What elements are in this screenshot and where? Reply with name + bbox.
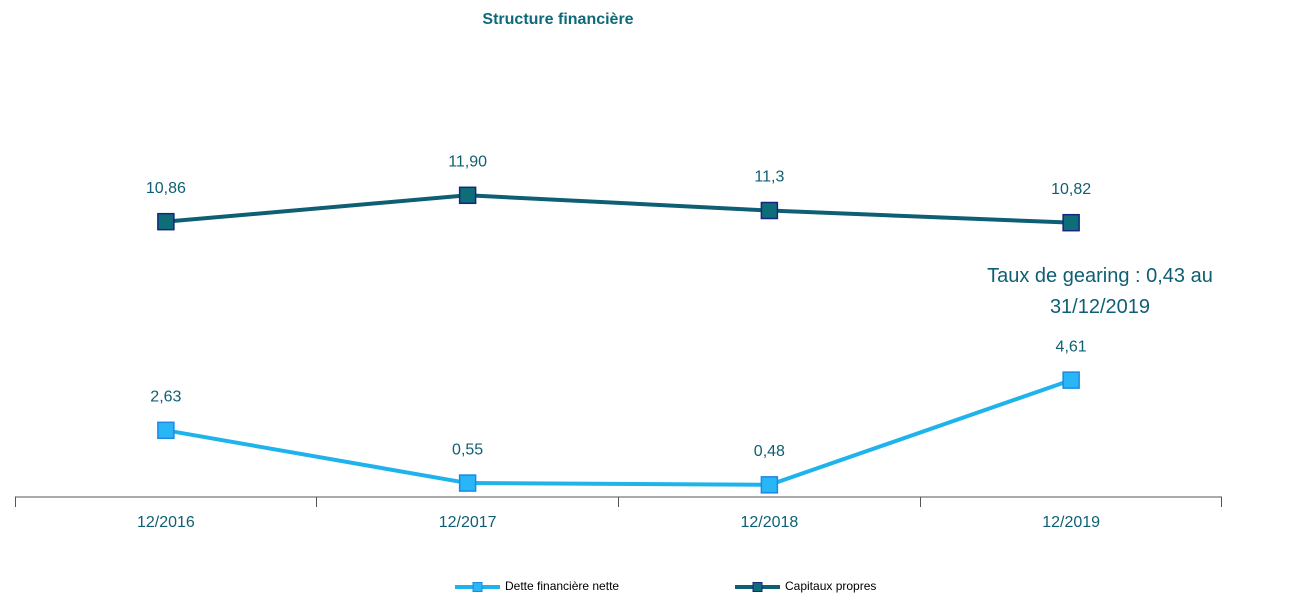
marker xyxy=(760,476,779,494)
marker xyxy=(458,474,477,492)
data-label: 0,48 xyxy=(754,443,785,460)
series-line xyxy=(165,193,1072,225)
data-label: 2,63 xyxy=(150,389,181,406)
chart-title: Structure financière xyxy=(482,11,633,28)
data-label: 10,86 xyxy=(146,180,186,197)
annotation: Taux de gearing : 0,43 au 31/12/2019 xyxy=(987,265,1213,318)
marker xyxy=(458,186,477,205)
data-label: 10,82 xyxy=(1051,181,1091,198)
x-axis-ticks xyxy=(15,497,1222,507)
marker xyxy=(1062,213,1080,232)
data-label: 0,55 xyxy=(452,441,483,458)
legend-marker xyxy=(752,582,763,592)
data-label: 11,90 xyxy=(448,154,487,171)
x-tick-label: 12/2018 xyxy=(740,514,798,531)
marker xyxy=(1062,371,1080,389)
marker xyxy=(760,201,779,220)
marker xyxy=(157,421,175,440)
x-tick-label: 12/2016 xyxy=(137,514,195,531)
legend-label: Dette financière nette xyxy=(505,579,619,593)
data-label: 11,3 xyxy=(754,169,784,186)
x-tick-label: 12/2019 xyxy=(1042,514,1100,531)
series-line xyxy=(165,378,1072,487)
data-label: 4,61 xyxy=(1056,338,1087,355)
legend-marker xyxy=(472,582,483,592)
x-tick-label: 12/2017 xyxy=(439,514,497,531)
marker xyxy=(157,212,175,231)
legend-label: Capitaux propres xyxy=(785,579,876,593)
